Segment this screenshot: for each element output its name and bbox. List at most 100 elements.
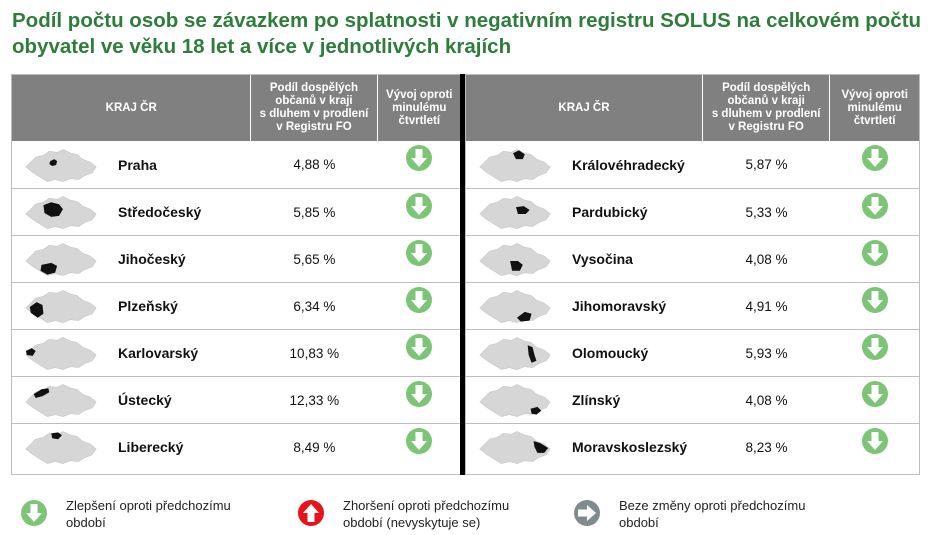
- table-row: Ústecký 12,33 %: [12, 376, 461, 423]
- improve-icon: [406, 240, 433, 266]
- trend-cell: [377, 330, 461, 376]
- region-map-icon: [22, 427, 100, 467]
- region-map-icon: [476, 380, 554, 420]
- legend-improve: Zlepšení oproti předchozímu období: [20, 497, 231, 531]
- table-header: KRAJ ČR Podíl dospělých občanů v kraji s d…: [466, 75, 919, 141]
- trend-cell: [830, 189, 919, 235]
- improve-icon: [861, 287, 888, 313]
- region-map-icon: [22, 380, 100, 420]
- improve-icon: [406, 381, 433, 407]
- region-cell: Jihomoravský: [466, 283, 703, 329]
- region-cell: Vysočina: [466, 236, 703, 282]
- share-value: 8,49 %: [293, 439, 336, 455]
- region-cell: Plzeňský: [12, 283, 251, 329]
- region-name: Středočeský: [118, 204, 202, 220]
- nochange-icon: [574, 500, 600, 526]
- improve-icon: [406, 145, 433, 171]
- share-value: 5,93 %: [745, 345, 788, 361]
- trend-cell: [377, 424, 461, 470]
- table-right: KRAJ ČR Podíl dospělých občanů v kraji s d…: [465, 74, 920, 475]
- region-name: Plzeňský: [118, 298, 178, 314]
- improve-icon: [21, 500, 47, 526]
- table-row: Liberecký 8,49 %: [12, 423, 461, 470]
- table-row: Moravskoslezský 8,23 %: [466, 423, 919, 470]
- region-cell: Ústecký: [12, 377, 251, 423]
- table-row: Jihomoravský 4,91 %: [466, 282, 919, 329]
- region-name: Jihočeský: [118, 251, 186, 267]
- improve-icon: [406, 334, 433, 360]
- table-row: Jihočeský 5,65 %: [12, 235, 461, 282]
- table-body: Praha 4,88 % Středočeský 5,85 % Jihočeský 5,6…: [12, 141, 461, 470]
- share-value: 10,83 %: [289, 345, 340, 361]
- share-value: 12,33 %: [289, 392, 340, 408]
- region-map-icon: [22, 192, 100, 232]
- region-cell: Moravskoslezský: [466, 424, 703, 470]
- trend-cell: [830, 283, 919, 329]
- region-map-icon: [476, 145, 554, 185]
- region-cell: Olomoucký: [466, 330, 703, 376]
- trend-cell: [377, 236, 461, 282]
- region-name: Moravskoslezský: [572, 439, 688, 455]
- header-trend: Vývoj oproti minulému čtvrtletí: [386, 88, 453, 127]
- region-map-icon: [476, 239, 554, 279]
- table-row: Zlínský 4,08 %: [466, 376, 919, 423]
- table-row: Plzeňský 6,34 %: [12, 282, 461, 329]
- trend-cell: [377, 377, 461, 423]
- table-row: Vysočina 4,08 %: [466, 235, 919, 282]
- region-cell: Praha: [12, 141, 251, 188]
- improve-icon: [406, 428, 433, 454]
- legend-nochange: Beze změny oproti předchozímu období: [573, 497, 805, 531]
- share-value: 4,88 %: [293, 157, 336, 172]
- improve-icon: [406, 193, 433, 219]
- trend-cell: [830, 141, 919, 188]
- region-map-icon: [22, 239, 100, 279]
- region-name: Liberecký: [118, 439, 184, 455]
- region-cell: Středočeský: [12, 189, 251, 235]
- region-name: Pardubický: [572, 204, 648, 220]
- share-value: 8,23 %: [745, 439, 788, 455]
- region-cell: Karlovarský: [12, 330, 251, 376]
- trend-cell: [377, 189, 461, 235]
- region-name: Zlínský: [572, 392, 621, 408]
- region-map-icon: [22, 286, 100, 326]
- divider: [460, 74, 467, 475]
- region-name: Karlovarský: [118, 345, 199, 361]
- legend: Zlepšení oproti předchozímu období Zhorše…: [0, 497, 933, 533]
- region-map-icon: [22, 145, 100, 185]
- trend-cell: [377, 141, 461, 188]
- share-value: 5,33 %: [745, 204, 788, 220]
- legend-worsen: Zhoršení oproti předchozímu období (nevys…: [297, 497, 509, 531]
- improve-icon: [406, 287, 433, 313]
- region-map-icon: [476, 333, 554, 373]
- region-cell: Královéhradecký: [466, 141, 703, 188]
- header-region: KRAJ ČR: [466, 75, 703, 141]
- header-region: KRAJ ČR: [12, 75, 252, 141]
- region-map-icon: [22, 333, 100, 373]
- region-name: Královéhradecký: [572, 156, 685, 173]
- worsen-icon: [298, 500, 324, 526]
- improve-icon: [861, 240, 888, 266]
- share-value: 6,34 %: [293, 298, 336, 314]
- region-cell: Zlínský: [466, 377, 703, 423]
- table-row: Karlovarský 10,83 %: [12, 329, 461, 376]
- trend-cell: [830, 236, 919, 282]
- improve-icon: [861, 145, 888, 171]
- region-name: Jihomoravský: [572, 298, 667, 314]
- table-left: KRAJ ČR Podíl dospělých občanů v kraji s d…: [11, 74, 462, 475]
- improve-icon: [861, 193, 888, 219]
- table-row: Pardubický 5,33 %: [466, 188, 919, 235]
- trend-cell: [830, 424, 919, 470]
- trend-cell: [830, 330, 919, 376]
- region-name: Praha: [118, 156, 157, 173]
- table-row: Středočeský 5,85 %: [12, 188, 461, 235]
- share-value: 4,91 %: [745, 298, 788, 314]
- region-map-icon: [476, 286, 554, 326]
- table-row: Olomoucký 5,93 %: [466, 329, 919, 376]
- region-name: Olomoucký: [572, 345, 649, 361]
- trend-cell: [830, 377, 919, 423]
- region-cell: Liberecký: [12, 424, 251, 470]
- table-row: Královéhradecký 5,87 %: [466, 141, 919, 188]
- region-cell: Jihočeský: [12, 236, 251, 282]
- share-value: 4,08 %: [745, 392, 788, 408]
- share-value: 5,87 %: [745, 157, 788, 172]
